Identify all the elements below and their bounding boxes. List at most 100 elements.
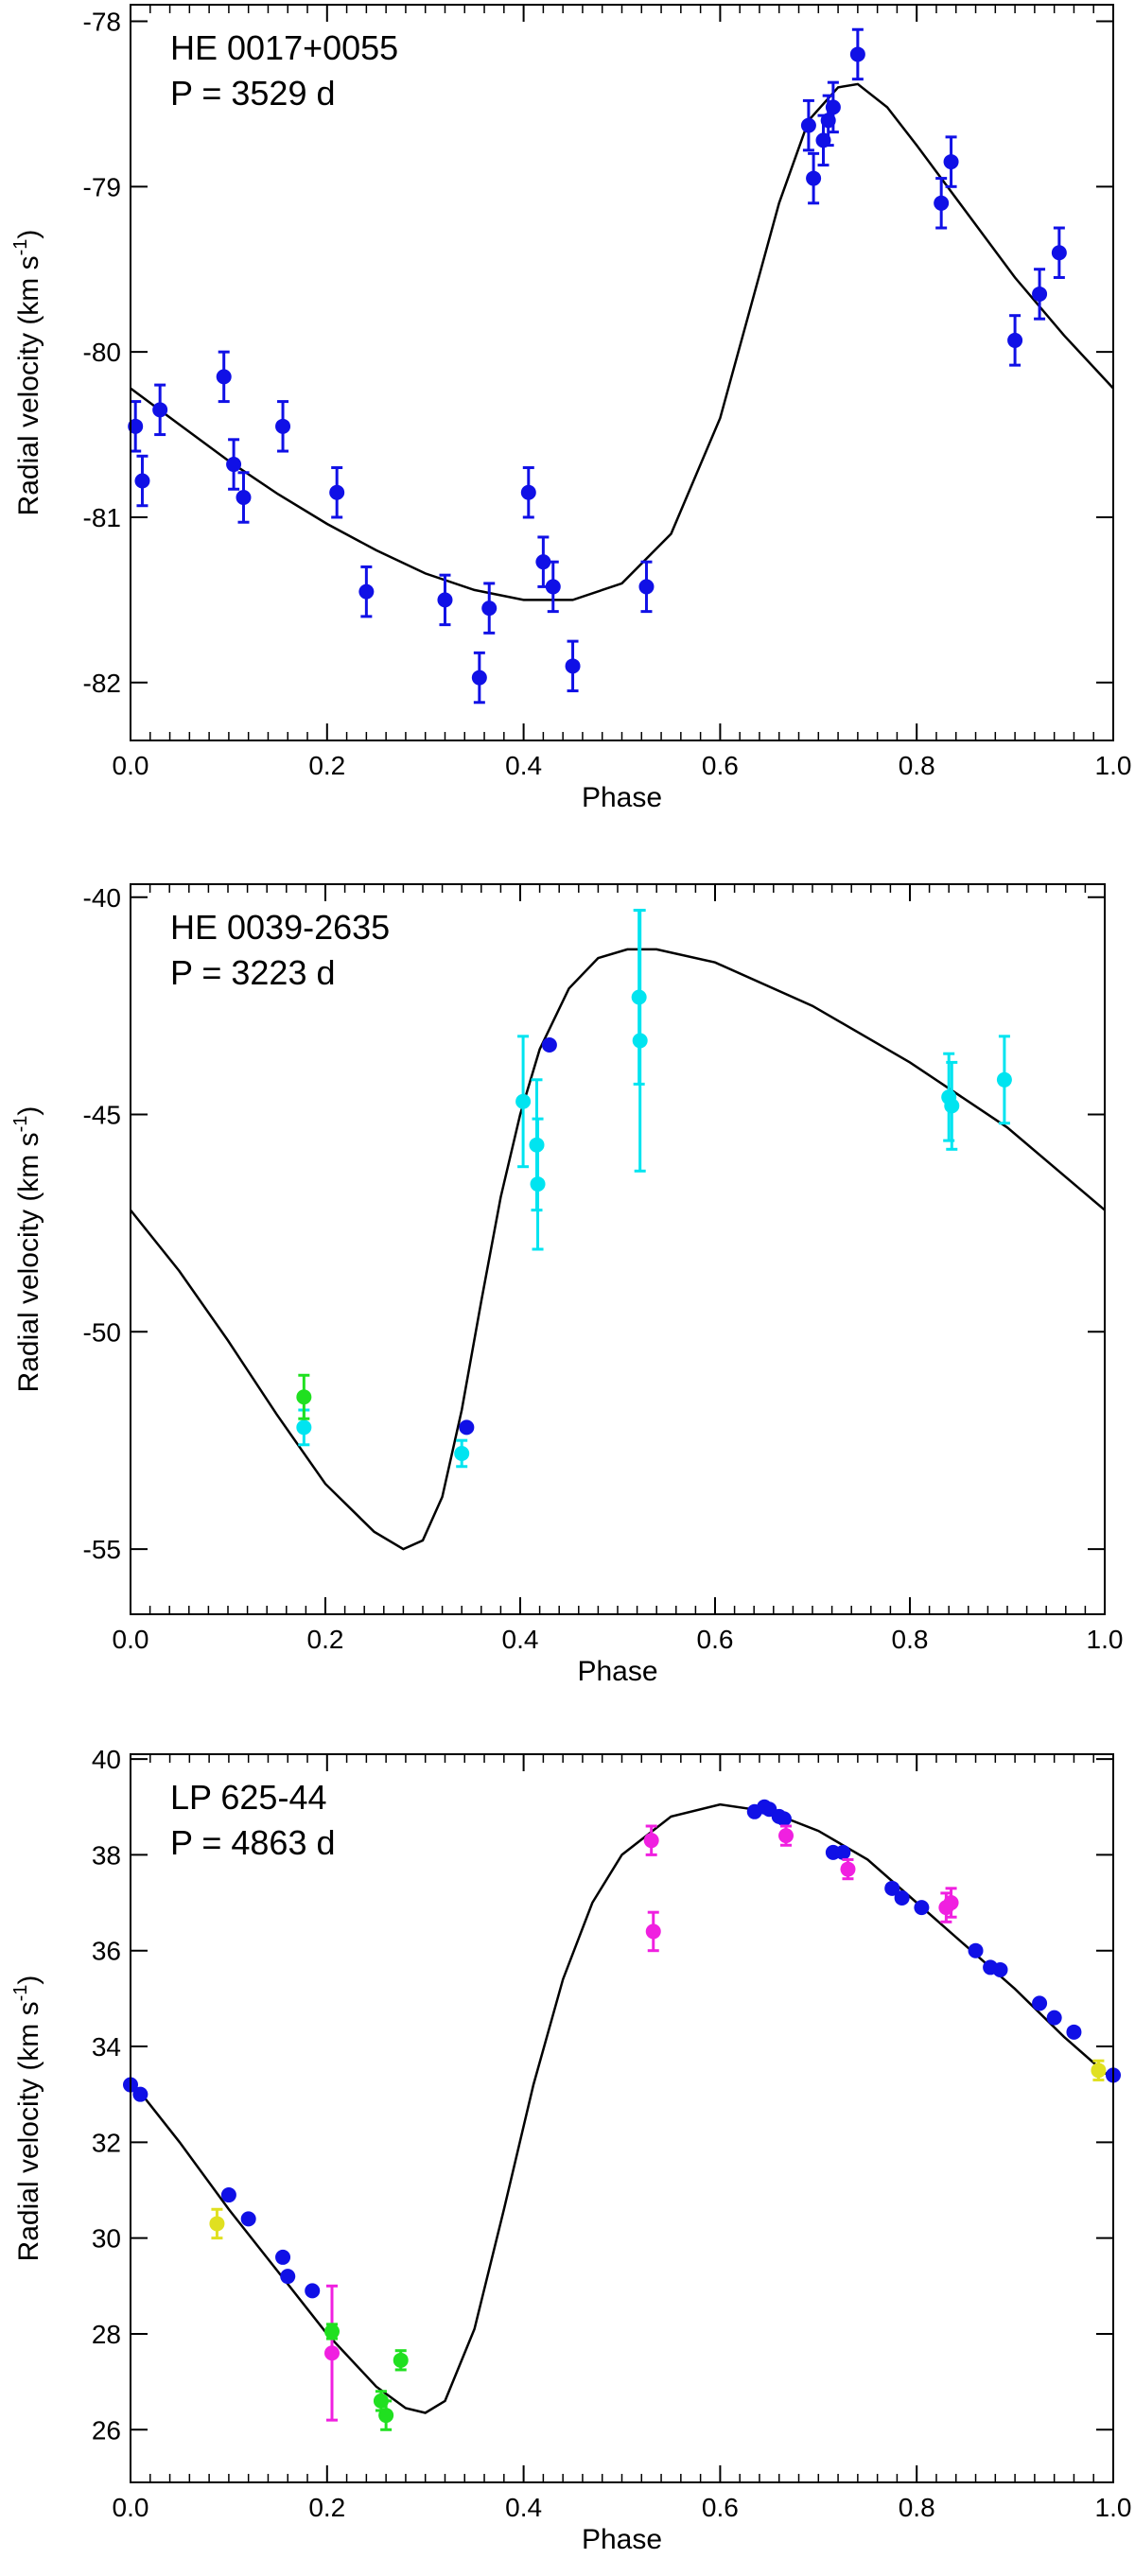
data-point [914,1900,930,1916]
y-axis-title-sup: -1 [10,1116,31,1133]
panel-lp625: 0.0 0.2 0.4 0.6 0.8 1.0 26 28 30 32 34 36 38 40 Phase R… [10,1745,1131,2555]
y-tick-label: -50 [83,1317,121,1347]
data-point [393,2352,409,2368]
data-point [1066,2024,1082,2040]
data-point [296,1419,312,1436]
x-axis-title: Phase [577,1656,657,1687]
data-point [632,1033,648,1049]
annotation: LP 625-44 [170,1778,326,1817]
data-point [220,2187,236,2203]
data-point [323,2345,340,2361]
x-tick-label: 0.8 [899,751,935,780]
x-axis-title: Phase [582,2524,662,2555]
y-tick-label: -80 [83,338,121,367]
data-point [835,1844,851,1860]
data-point [1046,2010,1062,2026]
plot-frame [130,4,1114,741]
y-axis-title: Radial velocity (km s-1) [10,1976,44,2262]
data-point [216,369,232,385]
data-point [358,583,375,600]
data-point [638,579,655,595]
data-point [378,2408,394,2424]
data-point [535,554,551,570]
x-tick-label: 0.8 [892,1625,929,1654]
y-axis-title-main: Radial velocity (km s [13,1132,44,1392]
y-tick-label: -45 [83,1101,121,1130]
data-point [778,1828,794,1844]
x-tick-label: 0.2 [307,1625,344,1654]
data-point [992,1961,1008,1977]
x-tick-label: 0.4 [505,751,542,780]
x-tick-label: 0.0 [113,2493,149,2522]
y-tick-label: 36 [92,1937,121,1966]
data-point [825,99,841,115]
annotation: P = 3529 d [170,74,336,113]
data-point [943,1895,959,1911]
data-point [240,2211,256,2227]
data-point [545,579,561,595]
y-axis-title: Radial velocity (km s-1) [10,230,44,516]
x-tick-label: 1.0 [1095,2493,1132,2522]
x-tick-label: 0.2 [308,751,345,780]
data-point [454,1445,470,1461]
y-tick-label: -82 [83,669,121,698]
y-axis-title-main: Radial velocity (km s [13,255,44,515]
data-point [134,473,150,489]
data-point [996,1071,1012,1088]
data-point [934,195,950,211]
y-tick-label: -79 [83,172,121,201]
data-point [280,2269,296,2285]
x-tick-label: 0.0 [113,751,149,780]
y-tick-label: -78 [83,7,121,36]
data-point [530,1176,546,1192]
data-point [323,2324,340,2340]
data-point [541,1037,557,1053]
data-point [776,1811,792,1827]
y-axis-title: Radial velocity (km s-1) [10,1106,44,1393]
data-point [152,402,168,418]
data-point [275,418,291,434]
x-tick-label: 0.6 [697,1625,734,1654]
data-point [565,658,581,674]
y-tick-label: -55 [83,1535,121,1564]
x-tick-label: 0.8 [899,2493,935,2522]
y-tick-label: 28 [92,2320,121,2349]
data-point [520,484,536,500]
data-point [1032,286,1048,302]
data-point [884,1880,900,1896]
annotation: P = 3223 d [170,953,336,992]
fit-curve [130,82,1114,601]
x-tick-label: 0.4 [502,1625,539,1654]
data-point [515,1093,532,1109]
x-tick-label: 0.4 [505,2493,542,2522]
data-point [1007,332,1023,348]
annotation: P = 4863 d [170,1823,336,1862]
y-axis-title-sup: -1 [10,1985,31,2002]
data-point [236,489,252,505]
data-point [1091,2063,1107,2079]
y-axis-title-close: ) [13,1976,44,1985]
data-point [132,2086,148,2102]
data-point [329,484,345,500]
data-point [437,592,453,608]
plot-frame [130,1753,1114,2483]
x-tick-label: 1.0 [1095,751,1132,780]
data-point [943,154,959,170]
y-axis-title-main: Radial velocity (km s [13,2001,44,2261]
x-axis-title: Phase [582,782,662,813]
data-point [296,1389,312,1405]
data-point [645,1923,661,1940]
y-tick-label: -40 [83,883,121,913]
data-point [944,1098,960,1114]
y-axis-title-sup: -1 [10,239,31,256]
fit-curve [130,1802,1114,2414]
data-point [209,2216,225,2232]
data-point [226,457,242,473]
data-point [1032,1995,1048,2011]
plot-frame [130,883,1106,1615]
x-tick-label: 1.0 [1087,1625,1124,1654]
data-point [840,1861,856,1877]
data-point [481,600,498,617]
data-point [471,670,487,686]
